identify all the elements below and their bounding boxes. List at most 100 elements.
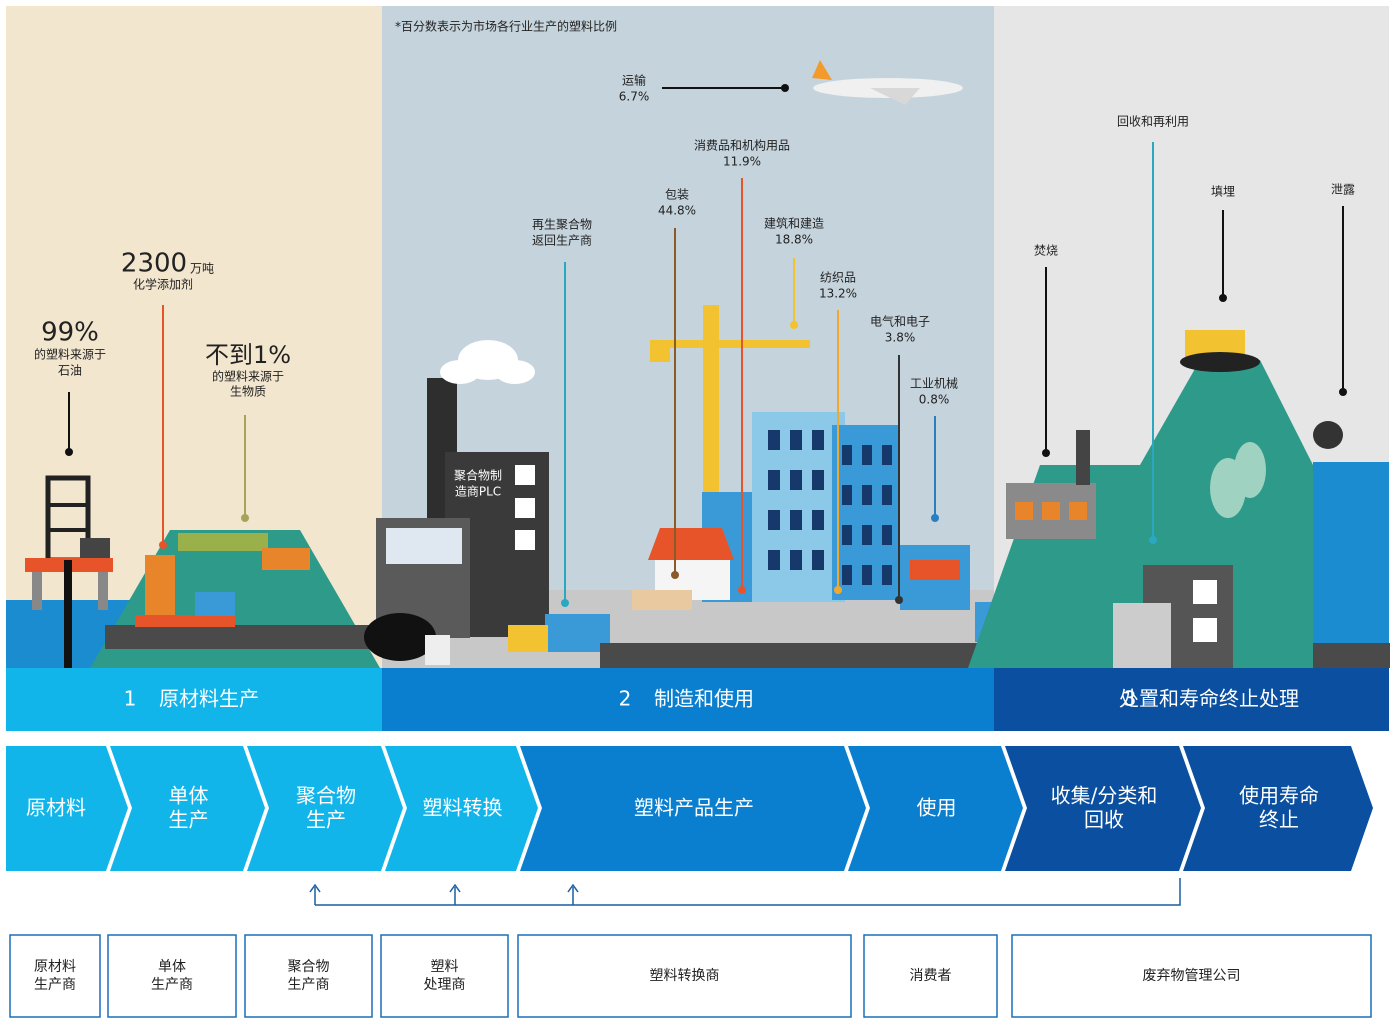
factory: [364, 340, 549, 665]
factory-label: 聚合物制: [454, 468, 502, 483]
stage-band: [382, 668, 994, 731]
city-shape: [790, 550, 802, 570]
factory-shape: [515, 465, 535, 485]
city-shape: [842, 445, 852, 465]
factory-shape: [425, 635, 450, 665]
factory-shape: [495, 360, 535, 384]
city-shape: [632, 590, 692, 610]
actor-label: 废弃物管理公司: [1143, 968, 1241, 984]
callout-unit: 万吨: [190, 262, 214, 276]
leader-dot: [834, 586, 842, 594]
sector-share: 6.7%: [619, 90, 650, 104]
city-shape: [790, 510, 802, 530]
trucks-shape: [545, 614, 610, 652]
actor-label: 塑料: [431, 959, 459, 975]
step-label: 原材料: [26, 796, 86, 820]
sector-name: 电气和电子: [870, 314, 930, 329]
city-shape: [842, 525, 852, 545]
background: [6, 6, 1389, 668]
city-shape: [862, 525, 872, 545]
city-shape: [842, 485, 852, 505]
end-of-life-label: 回收和再利用: [1117, 115, 1189, 129]
city-shape: [703, 305, 719, 505]
leader-dot: [1042, 449, 1050, 457]
sector-name: 纺织品: [820, 271, 856, 285]
background-shape: [1313, 462, 1389, 668]
plane-shape: [870, 88, 920, 105]
right-hill-shape: [1076, 430, 1090, 485]
city-shape: [862, 485, 872, 505]
right-hill-shape: [1180, 352, 1260, 372]
left-hill-shape: [262, 548, 310, 570]
city-shape: [768, 510, 780, 530]
city-shape: [768, 430, 780, 450]
leader-dot: [781, 84, 789, 92]
sector-name: 消费品和机构用品: [694, 138, 790, 153]
oil-rig-shape: [80, 538, 110, 558]
stage-name: 原材料生产: [159, 687, 259, 711]
stage-number: 1: [124, 687, 137, 711]
city-shape: [648, 528, 734, 560]
sector-share: 3.8%: [885, 331, 916, 345]
oil-rig-shape: [64, 560, 72, 668]
right-hill-shape: [1313, 421, 1343, 449]
city-shape: [812, 510, 824, 530]
sector-name: 包装: [665, 188, 689, 202]
feedback-arrowhead: [567, 883, 579, 893]
actor-label: 处理商: [424, 977, 466, 993]
stage-name: 处置和寿命终止处理: [1119, 687, 1299, 711]
right-hill-shape: [1193, 580, 1217, 604]
step-label: 塑料产品生产: [634, 796, 754, 820]
city-shape: [790, 470, 802, 490]
factory-shape: [515, 498, 535, 518]
city-shape: [650, 340, 810, 348]
plane: [812, 60, 963, 105]
stage-number: 3: [1124, 687, 1137, 711]
city-shape: [812, 550, 824, 570]
left-hill-shape: [105, 625, 370, 649]
right-hill-shape: [1042, 502, 1060, 520]
leader-dot: [1219, 294, 1227, 302]
callout-figure: 不到1%: [205, 341, 291, 369]
callout-text: 的塑料来源于: [212, 369, 284, 384]
step-label: 使用: [917, 796, 957, 820]
step-chevron: [1183, 746, 1373, 871]
actor-box: [863, 934, 998, 1018]
right-hill-shape: [1193, 618, 1217, 642]
step-label: 生产: [169, 808, 209, 832]
step-chevron: [520, 746, 866, 871]
actor-box: [244, 934, 373, 1018]
recycled-label: 返回生产商: [532, 233, 592, 248]
city-shape: [790, 430, 802, 450]
right-hill-shape: [1015, 502, 1033, 520]
oil-rig-shape: [98, 572, 108, 610]
factory-shape: [440, 360, 480, 384]
leader-dot: [65, 448, 73, 456]
right-hill: [968, 330, 1343, 668]
step-label: 聚合物: [296, 784, 356, 808]
callout-text: 石油: [58, 364, 82, 378]
city: [632, 305, 970, 610]
recycled-label: 再生聚合物: [532, 217, 592, 232]
leader-dot: [1149, 536, 1157, 544]
step-label: 塑料转换: [423, 796, 503, 820]
sector-name: 工业机械: [910, 376, 958, 391]
leader-dot: [561, 599, 569, 607]
left-hill-shape: [195, 592, 235, 616]
callout-figure: 99%: [41, 318, 99, 348]
actor-label: 聚合物: [288, 959, 330, 975]
callout-text: 生物质: [230, 385, 266, 399]
city-shape: [862, 445, 872, 465]
right-hill-shape: [1113, 603, 1171, 668]
sector-name: 运输: [622, 73, 646, 88]
right-hill-shape: [1069, 502, 1087, 520]
actor-box: [1011, 934, 1372, 1018]
callout-figure: 2300: [121, 249, 187, 279]
callout-text: 的塑料来源于: [34, 347, 106, 362]
leader-dot: [671, 571, 679, 579]
city-shape: [812, 430, 824, 450]
step-label: 收集/分类和: [1051, 784, 1158, 808]
actor-label: 生产商: [151, 977, 193, 993]
left-hill-shape: [178, 533, 268, 551]
